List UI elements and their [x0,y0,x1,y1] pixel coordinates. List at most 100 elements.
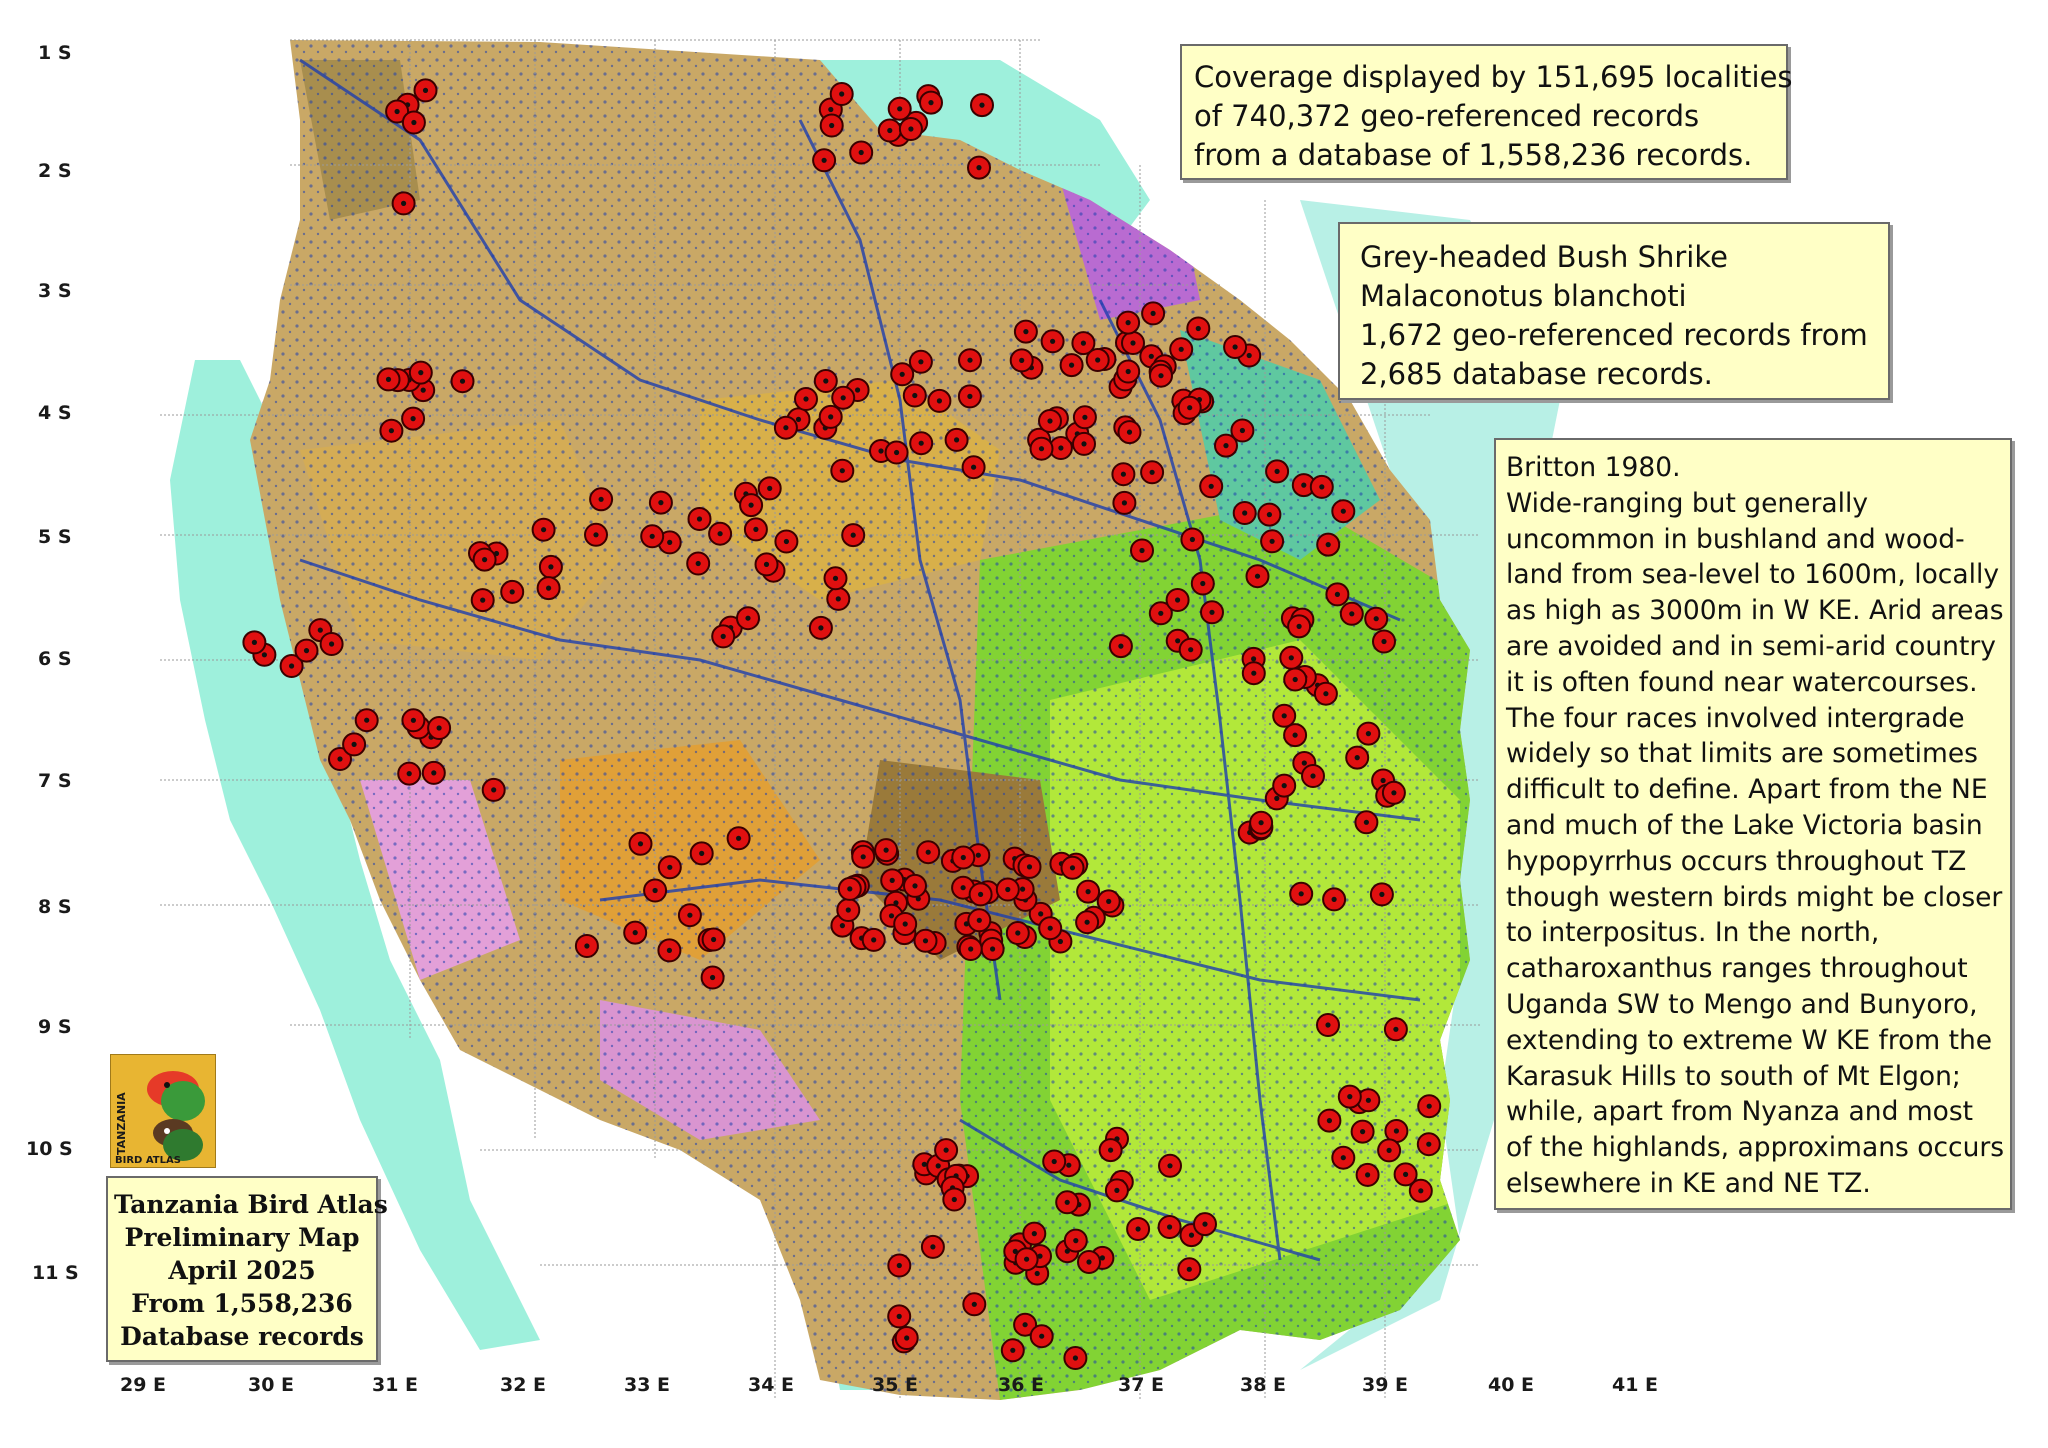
record-marker-center [1126,429,1133,435]
record-marker-center [1403,1171,1409,1177]
record-marker-center [480,597,486,603]
legend-line-3: April 2025 [168,1256,316,1285]
map-grid [160,39,1480,1400]
record-marker-center [410,416,416,422]
atlas-legend-box: Tanzania Bird Atlas Preliminary Map Apri… [106,1176,388,1362]
record-marker-center [491,787,497,793]
record-marker-center [411,119,417,126]
record-marker-center [720,633,726,640]
record-marker-center [736,835,742,841]
record-marker-center [1365,1172,1371,1178]
longitude-label: 37 E [1118,1374,1165,1396]
longitude-label: 31 E [372,1374,419,1396]
latitude-label: 4 S [38,402,72,424]
longitude-label: 29 E [120,1374,167,1396]
record-marker-center [828,414,834,420]
notes-line: difficult to define. Apart from the NE [1506,774,1988,806]
notes-line: to interpositus. In the north, [1506,917,1880,949]
record-marker-center [1189,536,1195,543]
record-marker-center [1026,864,1033,870]
record-marker-center [748,502,754,508]
record-marker-center [1393,1128,1399,1134]
record-marker-center [1223,443,1229,449]
record-marker-center [541,527,547,533]
notes-line: of the highlands, approximans occurs [1506,1132,2005,1164]
record-marker-center [1015,930,1021,936]
record-marker-center [1148,353,1154,359]
record-marker-center [767,485,773,491]
notes-line: Britton 1980. [1506,452,1681,483]
logo-text-top: TANZANIA [115,1092,128,1155]
record-marker-center [1208,483,1214,489]
logo-text-bottom: BIRD ATLAS [115,1155,181,1166]
record-marker-center [1149,469,1155,475]
record-marker-center [337,756,343,762]
record-marker-center [1360,1129,1366,1135]
notes-line: Uganda SW to Mengo and Bunyoro, [1506,988,1978,1020]
notes-line: and much of the Lake Victoria basin [1506,809,1983,841]
record-marker-center [912,392,918,399]
record-marker-center [1120,471,1126,477]
record-marker-center [1086,1259,1092,1265]
record-marker-center [1084,919,1090,925]
record-marker-center [1393,1026,1399,1032]
latitude-label: 9 S [38,1016,72,1038]
species-notes-box: Britton 1980. Wide-ranging but generally u… [1494,438,2012,1210]
record-marker-center [795,416,802,422]
record-marker-center [1118,643,1124,649]
latitude-label: 5 S [38,526,72,548]
record-marker-center [1005,886,1011,893]
record-marker-center [839,923,846,929]
record-marker-center [845,907,851,913]
longitude-label: 35 E [872,1374,919,1396]
record-marker-center [696,516,703,522]
species-records-line-1: 1,672 geo-referenced records from [1360,318,1868,352]
record-marker-center [1325,542,1331,548]
record-marker-center [1301,482,1307,488]
record-marker-center [1391,790,1397,796]
record-marker-center [990,946,996,952]
record-marker-center [783,538,790,545]
record-marker-center [1365,1097,1371,1103]
record-marker-center [1022,1322,1028,1328]
record-marker-center [1073,1238,1079,1244]
notes-line: The four races involved intergrade [1506,702,1965,734]
record-marker-center [1323,691,1329,697]
record-marker-center [943,1147,949,1153]
record-marker-center [1292,676,1298,683]
notes-line: Karasuk Hills to south of Mt Elgon; [1506,1060,1961,1092]
legend-line-4: From 1,558,236 [131,1289,353,1318]
longitude-label: 36 E [998,1374,1045,1396]
notes-line: elsewhere in KE and NE TZ. [1506,1167,1871,1199]
record-marker-center [1325,1022,1331,1028]
record-marker-center [967,357,973,363]
species-info-box: Grey-headed Bush Shrike Malaconotus blan… [1338,222,1890,400]
record-marker-center [1363,819,1369,825]
record-marker-center [1334,591,1340,598]
record-marker-center [1039,1333,1045,1339]
record-marker-center [1085,889,1091,895]
record-marker-center [783,425,789,431]
record-marker-center [976,917,982,923]
record-marker-center [763,561,770,568]
record-marker-center [422,87,429,93]
notes-line: extending to extreme W KE from the [1506,1024,1993,1056]
record-marker-center [918,359,924,365]
lake-tanganyika [170,360,540,1350]
record-marker-center [1288,655,1294,661]
record-marker-center [1347,1094,1353,1100]
record-marker-center [401,200,407,206]
record-marker-center [878,448,884,454]
notes-line: while, apart from Nyanza and most [1506,1096,1974,1128]
record-marker-center [1266,511,1272,518]
record-marker-center [835,596,841,602]
coverage-line-2: of 740,372 geo-referenced records [1194,99,1700,133]
record-marker-center [896,1313,902,1319]
record-marker-center [649,533,655,539]
record-marker-center [1380,777,1386,784]
record-marker-center [459,378,466,384]
record-marker-center [753,526,759,533]
record-marker-center [1125,320,1131,326]
record-marker-center [1274,795,1280,802]
record-marker-center [894,449,900,456]
